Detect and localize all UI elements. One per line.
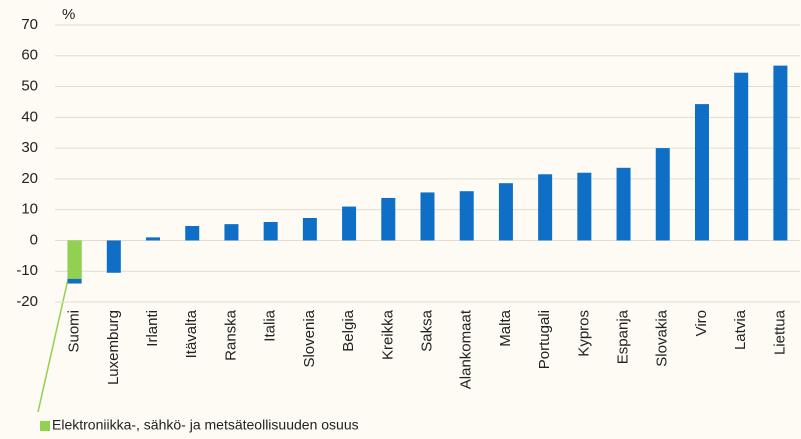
x-tick-label: Alankomaat — [458, 309, 475, 389]
bar — [577, 172, 592, 241]
y-tick-label: 40 — [21, 108, 38, 125]
pointer-arrow — [37, 265, 72, 413]
legend-label: Elektroniikka-, sähkö- ja metsäteollisuu… — [52, 417, 359, 433]
bar — [67, 240, 82, 279]
x-tick-label: Saksa — [418, 309, 435, 351]
bar — [734, 72, 749, 241]
bar — [185, 225, 200, 241]
y-tick-label: 70 — [21, 16, 38, 33]
y-tick-label: 30 — [21, 139, 38, 156]
x-tick-label: Itävalta — [183, 309, 200, 358]
y-tick-label: -20 — [16, 293, 38, 310]
x-tick-label: Portugali — [536, 310, 553, 369]
x-tick-label: Liettua — [771, 309, 788, 355]
x-tick-label: Kypros — [575, 310, 592, 357]
bar — [538, 174, 553, 241]
y-unit-label: % — [62, 6, 75, 23]
bar — [616, 167, 631, 241]
x-tick-label: Belgia — [340, 309, 357, 351]
bar — [342, 206, 357, 241]
x-tick-label: Latvia — [732, 309, 749, 350]
bar — [655, 148, 670, 241]
bar — [694, 104, 709, 241]
bar — [498, 183, 513, 241]
bar — [224, 224, 239, 241]
bar — [263, 221, 278, 241]
legend-swatch — [40, 421, 50, 431]
y-tick-label: -10 — [16, 262, 38, 279]
y-tick-label: 10 — [21, 201, 38, 218]
x-tick-label: Italia — [262, 309, 279, 341]
y-tick-label: 50 — [21, 78, 38, 95]
bar — [420, 192, 435, 241]
y-tick-label: 60 — [21, 47, 38, 64]
x-tick-label: Luxemburg — [105, 310, 122, 385]
bar — [302, 217, 317, 241]
x-tick-label: Suomi — [66, 310, 83, 353]
x-tick-label: Viro — [693, 310, 710, 336]
y-tick-label: 0 — [30, 231, 38, 248]
bar — [106, 240, 121, 273]
x-tick-label: Slovakia — [654, 309, 671, 366]
y-tick-label: 20 — [21, 170, 38, 187]
x-tick-label: Kreikka — [379, 309, 396, 360]
x-tick-label: Espanja — [615, 309, 632, 364]
x-tick-label: Slovenia — [301, 309, 318, 367]
bar — [146, 237, 161, 241]
x-tick-label: Ranska — [222, 309, 239, 361]
bar — [381, 197, 396, 241]
x-tick-label: Malta — [497, 309, 514, 346]
bar — [459, 191, 474, 241]
x-tick-label: Irlanti — [144, 310, 161, 347]
bar — [773, 65, 788, 241]
